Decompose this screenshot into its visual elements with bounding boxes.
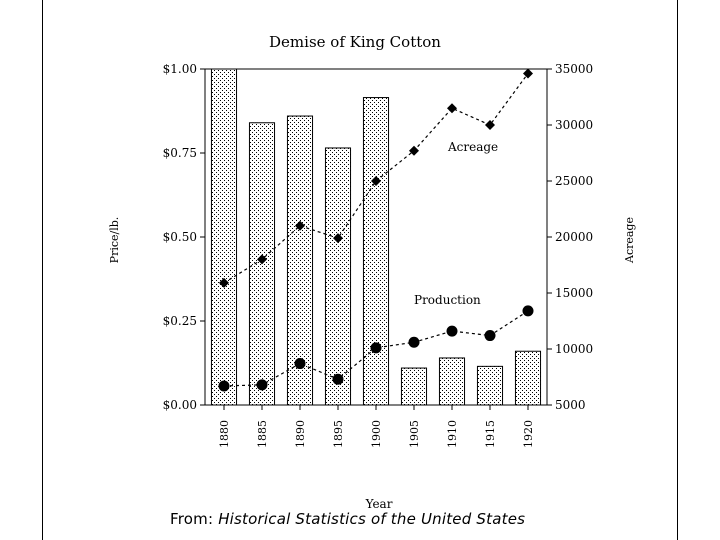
production-marker-1915 <box>484 330 496 342</box>
bars-group <box>210 68 542 406</box>
production-marker-1920 <box>522 305 534 317</box>
x-axis-label: Year <box>365 497 393 511</box>
acreage-marker-1905 <box>409 145 419 156</box>
left-axis-tick-label: $0.00 <box>163 398 197 412</box>
left-axis-tick-label: $0.50 <box>163 230 197 244</box>
price-bar-1915 <box>476 365 504 406</box>
left-frame-border <box>42 0 43 540</box>
price-bar-1890 <box>286 115 314 406</box>
source-credit: From: Historical Statistics of the Unite… <box>170 510 525 528</box>
price-bar-1910 <box>438 357 466 406</box>
right-axis-tick-label: 25000 <box>555 174 593 188</box>
price-bar-1895 <box>324 147 352 406</box>
acreage-series-label: Acreage <box>447 140 498 154</box>
price-bar-1905 <box>400 367 428 406</box>
acreage-marker-1900 <box>371 176 381 186</box>
production-marker-1885 <box>256 379 268 391</box>
production-marker-1905 <box>408 336 420 348</box>
production-marker-1890 <box>294 358 306 370</box>
right-axis-tick-label: 15000 <box>555 286 593 300</box>
acreage-marker-1885 <box>257 254 267 265</box>
price-bar-1900 <box>362 97 390 406</box>
x-axis-tick-label: 1920 <box>522 420 535 448</box>
x-axis-tick-label: 1880 <box>218 420 231 448</box>
right-axis-tick-label: 10000 <box>555 342 593 356</box>
y-axis-label: Price/lb. <box>108 217 121 264</box>
acreage-marker-1895 <box>333 233 343 244</box>
right-axis-tick-label: 5000 <box>555 398 586 412</box>
production-marker-1880 <box>218 380 230 392</box>
production-marker-1900 <box>370 342 382 354</box>
production-series-label: Production <box>414 293 481 307</box>
source-prefix: From: <box>170 510 214 528</box>
chart-title: Demise of King Cotton <box>269 33 441 51</box>
left-axis-tick-label: $1.00 <box>163 62 197 76</box>
right-axis-tick-label: 30000 <box>555 118 593 132</box>
lines-group <box>218 68 534 392</box>
x-axis-tick-label: 1900 <box>370 420 383 448</box>
acreage-marker-1920 <box>523 68 533 79</box>
left-axis-tick-label: $0.25 <box>163 314 197 328</box>
y2-axis-label: Acreage <box>623 217 636 264</box>
right-axis-tick-label: 20000 <box>555 230 593 244</box>
source-title: Historical Statistics of the United Stat… <box>218 510 526 528</box>
right-frame-border <box>677 0 678 540</box>
left-axis-tick-label: $0.75 <box>163 146 197 160</box>
labels-group: Price/lb. Acreage Year Acreage Production <box>108 140 636 511</box>
right-axis-tick-label: 35000 <box>555 62 593 76</box>
x-axis-tick-label: 1915 <box>484 420 497 448</box>
x-axis-tick-label: 1890 <box>294 420 307 448</box>
acreage-line <box>223 73 529 284</box>
x-axis-tick-label: 1895 <box>332 420 345 448</box>
acreage-marker-1880 <box>219 277 229 288</box>
axes-group: $0.00 $0.25 $0.50 $0.75 $1.00 5000 10000 15000 2… <box>163 62 594 448</box>
x-axis-tick-label: 1910 <box>446 420 459 448</box>
acreage-marker-1910 <box>447 103 457 114</box>
price-bar-1880 <box>210 68 238 406</box>
production-marker-1910 <box>446 325 458 337</box>
x-axis-tick-label: 1905 <box>408 420 421 448</box>
price-bar-1920 <box>514 350 542 406</box>
acreage-marker-1915 <box>485 120 495 130</box>
x-axis-tick-label: 1885 <box>256 420 269 448</box>
acreage-marker-1890 <box>295 220 305 231</box>
production-marker-1895 <box>332 373 344 385</box>
